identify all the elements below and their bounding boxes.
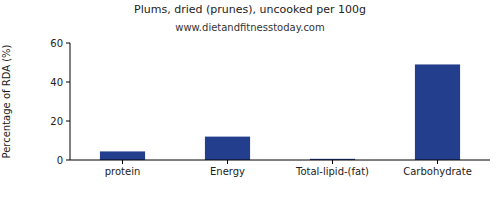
chart: Plums, dried (prunes), uncooked per 100g… [0,0,500,200]
subtitle: www.dietandfitnesstoday.com [175,22,324,33]
y-tick-label: 40 [50,77,63,88]
y-tick [66,160,70,161]
y-axis [70,43,71,160]
y-tick-label: 20 [50,116,63,127]
y-tick [66,43,70,44]
bars [100,64,460,160]
y-axis-label: Percentage of RDA (%) [1,44,12,158]
x-tick [227,160,228,164]
bar [100,151,145,160]
x-axis [70,160,490,161]
x-tick-label: protein [105,166,141,177]
x-tick [122,160,123,164]
y-tick-label: 0 [57,155,63,166]
x-tick [437,160,438,164]
bar [415,64,460,160]
y-tick-label: 60 [50,38,63,49]
x-tick-label: Total-lipid-(fat) [295,166,369,177]
x-tick-label: Energy [210,166,245,177]
y-tick [66,121,70,122]
x-tick-label: Carbohydrate [403,166,472,177]
bar [205,137,250,160]
x-tick [332,160,333,164]
y-tick [66,82,70,83]
title: Plums, dried (prunes), uncooked per 100g [134,3,366,16]
